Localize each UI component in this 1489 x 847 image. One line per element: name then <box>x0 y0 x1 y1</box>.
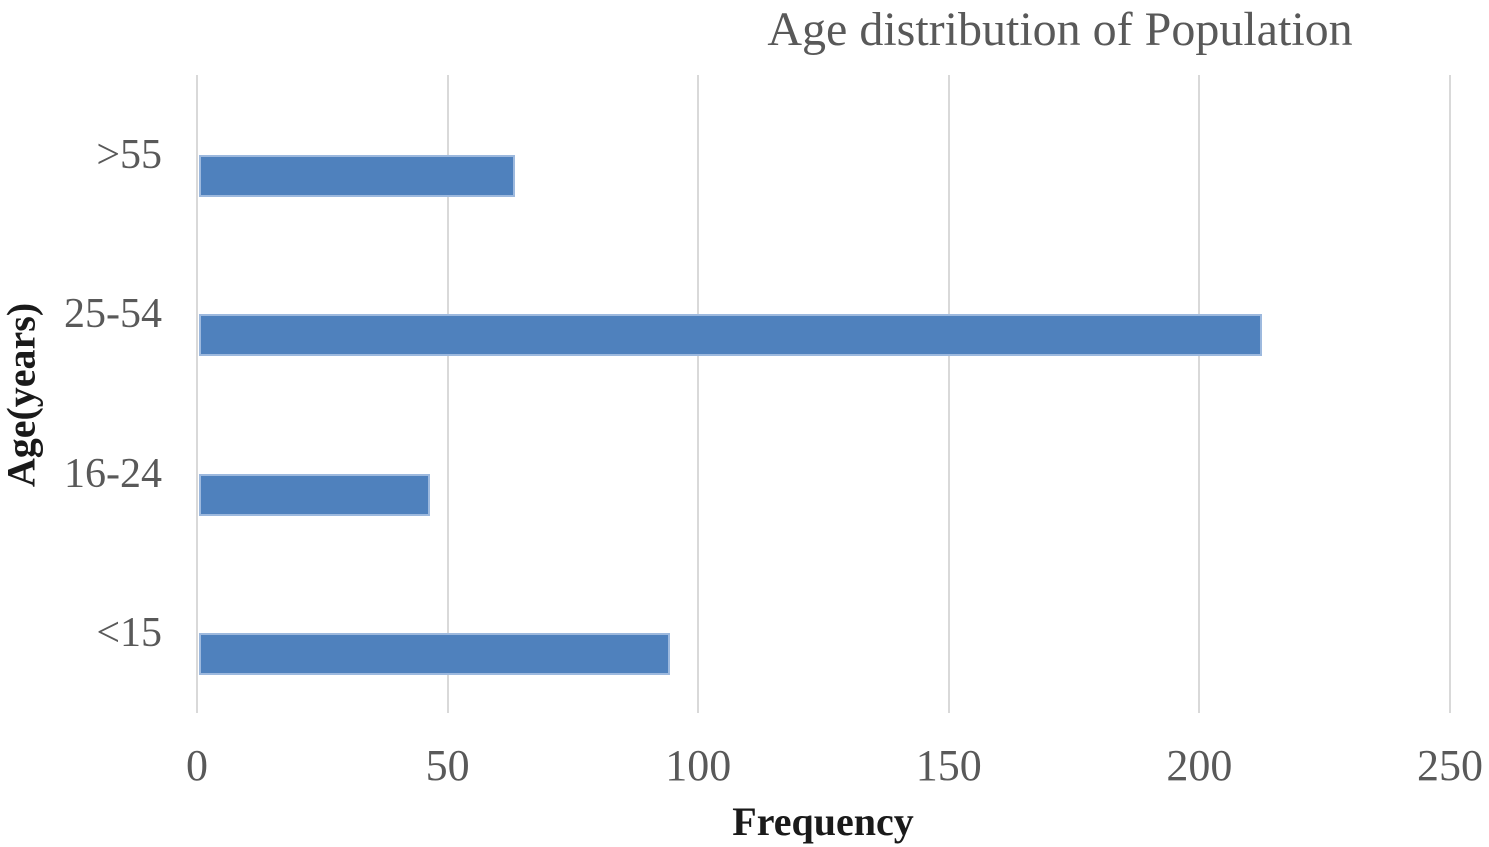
bar <box>199 154 515 197</box>
gridline <box>947 75 950 713</box>
gridline <box>446 75 449 713</box>
x-tick-label: 50 <box>425 741 470 790</box>
x-axis-title: Frequency <box>732 799 914 844</box>
y-tick-label: 25-54 <box>64 291 162 338</box>
chart-title: Age distribution of Population <box>767 3 1353 56</box>
gridline <box>196 75 198 713</box>
bar <box>199 314 1262 357</box>
x-tick-label: 0 <box>186 741 208 790</box>
gridline <box>697 75 700 713</box>
y-axis-title: Age(years) <box>0 302 44 488</box>
gridline <box>1198 75 1201 713</box>
gridline <box>1449 75 1451 713</box>
x-tick-label: 100 <box>665 741 732 790</box>
bar <box>199 633 671 676</box>
y-tick-label: >55 <box>96 131 162 178</box>
y-tick-label: <15 <box>96 610 162 657</box>
bar <box>199 473 430 516</box>
x-tick-label: 250 <box>1417 741 1483 790</box>
y-tick-label: 16-24 <box>64 450 162 497</box>
x-tick-label: 150 <box>915 741 982 790</box>
x-tick-label: 200 <box>1166 741 1233 790</box>
